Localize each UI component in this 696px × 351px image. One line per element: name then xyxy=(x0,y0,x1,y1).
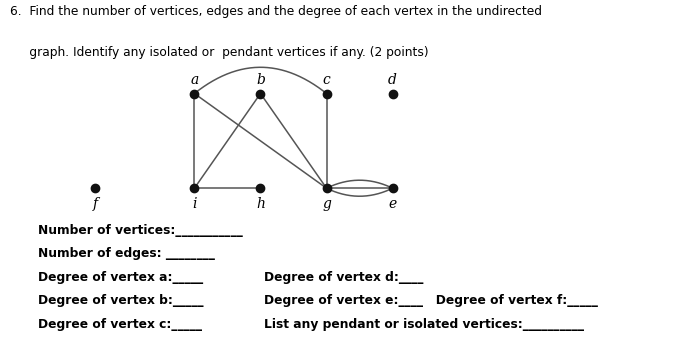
Text: graph. Identify any isolated or  pendant vertices if any. (2 points): graph. Identify any isolated or pendant … xyxy=(10,46,429,59)
Text: Degree of vertex d:____: Degree of vertex d:____ xyxy=(264,271,424,284)
Text: Degree of vertex a:_____: Degree of vertex a:_____ xyxy=(38,271,203,284)
Text: h: h xyxy=(256,197,265,211)
Text: Number of vertices:___________: Number of vertices:___________ xyxy=(38,224,243,237)
Text: Number of edges: ________: Number of edges: ________ xyxy=(38,247,215,260)
Text: g: g xyxy=(322,197,331,211)
Text: d: d xyxy=(388,73,397,87)
Text: Degree of vertex c:_____: Degree of vertex c:_____ xyxy=(38,318,203,331)
Text: e: e xyxy=(388,197,397,211)
Text: Degree of vertex e:____   Degree of vertex f:_____: Degree of vertex e:____ Degree of vertex… xyxy=(264,294,599,307)
Text: f: f xyxy=(93,197,98,211)
Text: c: c xyxy=(323,73,331,87)
Text: i: i xyxy=(192,197,197,211)
Text: Degree of vertex b:_____: Degree of vertex b:_____ xyxy=(38,294,204,307)
Text: List any pendant or isolated vertices:__________: List any pendant or isolated vertices:__… xyxy=(264,318,585,331)
Text: 6.  Find the number of vertices, edges and the degree of each vertex in the undi: 6. Find the number of vertices, edges an… xyxy=(10,5,542,18)
Text: b: b xyxy=(256,73,265,87)
Text: a: a xyxy=(190,73,198,87)
